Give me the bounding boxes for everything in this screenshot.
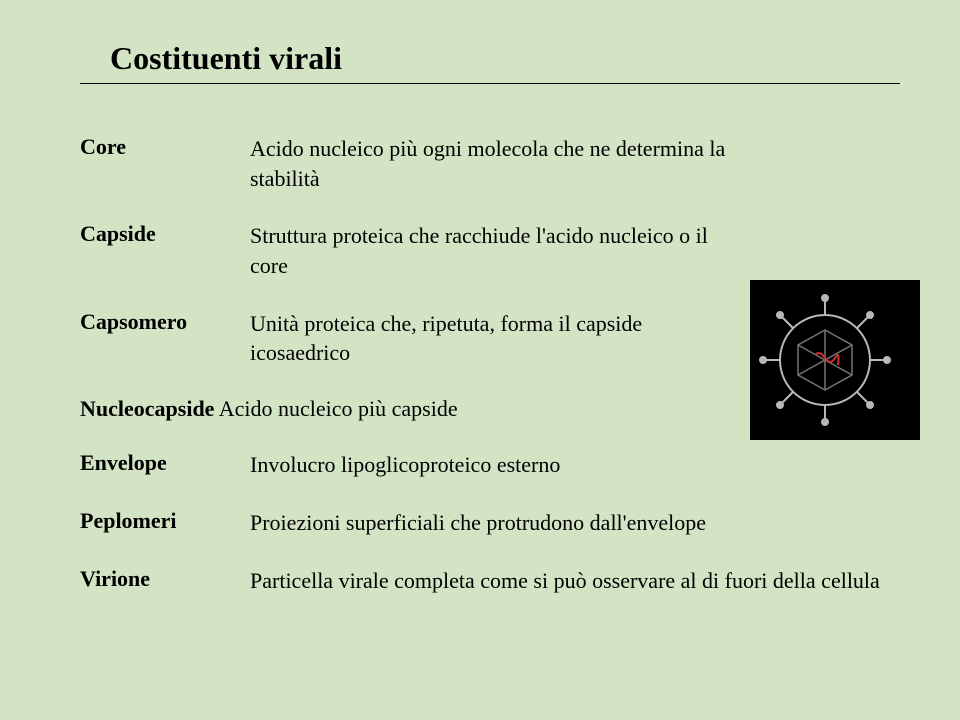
- definition-row: Virione Particella virale completa come …: [80, 566, 900, 596]
- desc-virione: Particella virale completa come si può o…: [250, 566, 900, 596]
- term-nucleocapside: Nucleocapside: [80, 396, 214, 421]
- definition-row: Envelope Involucro lipoglicoproteico est…: [80, 450, 900, 480]
- term-envelope: Envelope: [80, 450, 250, 476]
- term-capside: Capside: [80, 221, 250, 247]
- term-capsomero: Capsomero: [80, 309, 250, 335]
- title-underline: [80, 83, 900, 84]
- slide: Costituenti virali Core Acido nucleico p…: [0, 0, 960, 720]
- desc-envelope: Involucro lipoglicoproteico esterno: [250, 450, 900, 480]
- virus-diagram-icon: [750, 280, 920, 440]
- desc-peplomeri: Proiezioni superficiali che protrudono d…: [250, 508, 900, 538]
- definition-row: Peplomeri Proiezioni superficiali che pr…: [80, 508, 900, 538]
- desc-core: Acido nucleico più ogni molecola che ne …: [250, 134, 900, 193]
- term-core: Core: [80, 134, 250, 160]
- term-peplomeri: Peplomeri: [80, 508, 250, 534]
- desc-capside: Struttura proteica che racchiude l'acido…: [250, 221, 900, 280]
- definition-row: Capside Struttura proteica che racchiude…: [80, 221, 900, 280]
- definition-row: Core Acido nucleico più ogni molecola ch…: [80, 134, 900, 193]
- slide-title: Costituenti virali: [110, 40, 900, 77]
- desc-nucleocapside: Acido nucleico più capside: [214, 396, 457, 421]
- term-virione: Virione: [80, 566, 250, 592]
